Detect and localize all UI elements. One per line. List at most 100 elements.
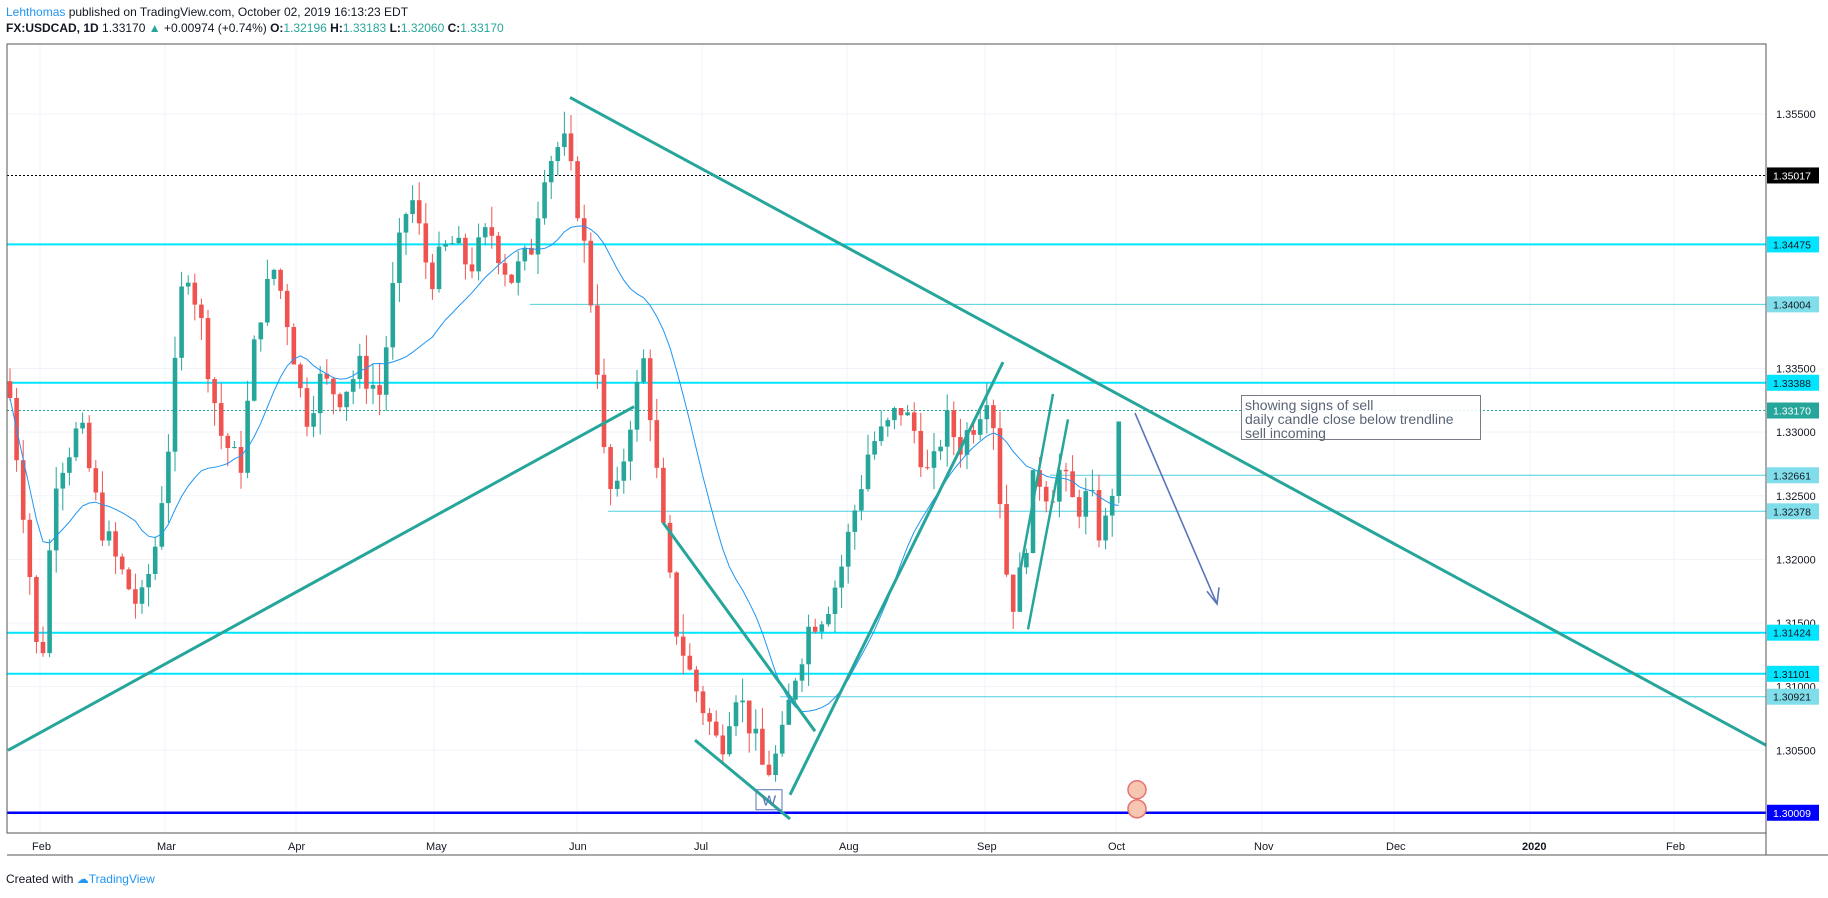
- candle-body: [1043, 486, 1049, 502]
- publish-text: published on TradingView.com, October 02…: [65, 5, 409, 19]
- plot-frame: [6, 43, 1767, 834]
- candle-body: [713, 721, 719, 736]
- time-axis-label: Jun: [569, 841, 587, 853]
- candle-body: [133, 589, 138, 604]
- candle-body: [746, 700, 752, 734]
- candle-body: [727, 726, 732, 755]
- candle-body: [839, 566, 844, 588]
- symbol-label: FX:USDCAD, 1D: [6, 21, 99, 35]
- moving-average: [9, 225, 1119, 713]
- candle-body: [766, 764, 772, 775]
- candle-body: [931, 451, 937, 468]
- candle-body: [377, 385, 382, 395]
- candle-body: [53, 488, 59, 551]
- candle-body: [601, 374, 607, 448]
- candle-body: [443, 244, 448, 247]
- time-axis-label: Aug: [839, 841, 859, 853]
- price-tick-label: 1.32500: [1776, 491, 1816, 503]
- candle-body: [350, 379, 356, 392]
- candle-body: [661, 467, 666, 523]
- candle-body: [793, 680, 798, 700]
- candle-body: [126, 569, 132, 590]
- candle-body: [383, 347, 389, 395]
- candle-body: [674, 572, 679, 637]
- candle-body: [509, 274, 514, 283]
- candle-body: [581, 218, 587, 241]
- candle-body: [667, 522, 673, 573]
- candle-body: [1024, 552, 1029, 568]
- candle-body: [740, 700, 745, 703]
- candle-body: [185, 282, 191, 287]
- falling-channel-lower: [694, 738, 791, 821]
- candle-body: [918, 430, 924, 468]
- candle-body: [218, 403, 224, 436]
- sell-projection-arrow: [1134, 412, 1218, 605]
- candle-body: [298, 364, 303, 389]
- candle-body: [60, 472, 66, 489]
- candle-body: [971, 430, 976, 435]
- candle-body: [1030, 470, 1036, 553]
- candle-body: [621, 461, 627, 481]
- candle-body: [1103, 515, 1108, 541]
- price-tick-label: 1.32000: [1776, 554, 1816, 566]
- time-axis-label: May: [426, 841, 447, 853]
- close-label: C:: [447, 21, 461, 35]
- candle-body: [542, 182, 547, 219]
- candle-body: [278, 269, 283, 291]
- candle-body: [694, 669, 699, 692]
- time-axis-label: Feb: [32, 841, 51, 853]
- candle-body: [641, 358, 646, 382]
- candle-body: [1010, 574, 1016, 612]
- time-axis-labels: Feb Mar Apr May Jun Jul Aug Sep Oct Nov Dec 2020 Feb: [32, 841, 1685, 853]
- candle-body: [555, 147, 561, 162]
- candle-body: [410, 200, 415, 215]
- candle-body: [27, 519, 33, 577]
- candle-body: [826, 613, 831, 625]
- candle-body: [331, 378, 336, 395]
- candle-body: [1070, 471, 1075, 498]
- candle-body: [865, 454, 871, 490]
- candle-body: [707, 713, 712, 722]
- candle-body: [634, 381, 640, 430]
- candle-body: [654, 420, 660, 468]
- price-tag: [1767, 624, 1819, 641]
- candle-body: [938, 446, 943, 452]
- chart-extras: W: [755, 779, 1147, 819]
- candle-body: [436, 246, 442, 290]
- candle-body: [284, 290, 290, 328]
- price-tag-label: 1.34004: [1773, 299, 1811, 311]
- candle-body: [40, 641, 46, 654]
- candle-body: [344, 391, 349, 408]
- candle-body: [878, 426, 884, 442]
- time-axis-label: Dec: [1386, 841, 1406, 853]
- candle-body: [647, 358, 653, 421]
- price-tag-label: 1.30009: [1773, 808, 1811, 820]
- candle-body: [423, 223, 429, 263]
- price-tick-label: 1.35500: [1776, 109, 1816, 121]
- candle-body: [86, 422, 92, 469]
- candle-body: [502, 263, 508, 275]
- candle-body: [192, 282, 198, 305]
- candle-body: [311, 413, 316, 427]
- trendlines: [7, 96, 1767, 821]
- author-link[interactable]: Lehthomas: [6, 5, 66, 19]
- candle-body: [265, 278, 270, 323]
- price-tag-label: 1.32378: [1773, 506, 1811, 518]
- candle-body: [700, 691, 706, 714]
- tradingview-link[interactable]: TradingView: [88, 872, 155, 886]
- candle-body: [212, 379, 217, 404]
- open-value: 1.32196: [283, 21, 327, 35]
- sell-annotation[interactable]: showing signs of sell daily candle close…: [1241, 395, 1481, 440]
- candle-body: [852, 510, 858, 532]
- candle-body: [166, 451, 171, 504]
- candle-body: [885, 420, 891, 427]
- candle-body: [291, 327, 297, 365]
- price-tag-label: 1.33388: [1773, 378, 1811, 390]
- time-axis-label: Apr: [288, 841, 305, 853]
- candle-body: [469, 264, 475, 272]
- candle-body: [489, 227, 495, 236]
- price-tag-label: 1.32661: [1773, 470, 1811, 482]
- price-tag-label: 1.31424: [1773, 628, 1811, 640]
- candle-body: [1109, 495, 1115, 516]
